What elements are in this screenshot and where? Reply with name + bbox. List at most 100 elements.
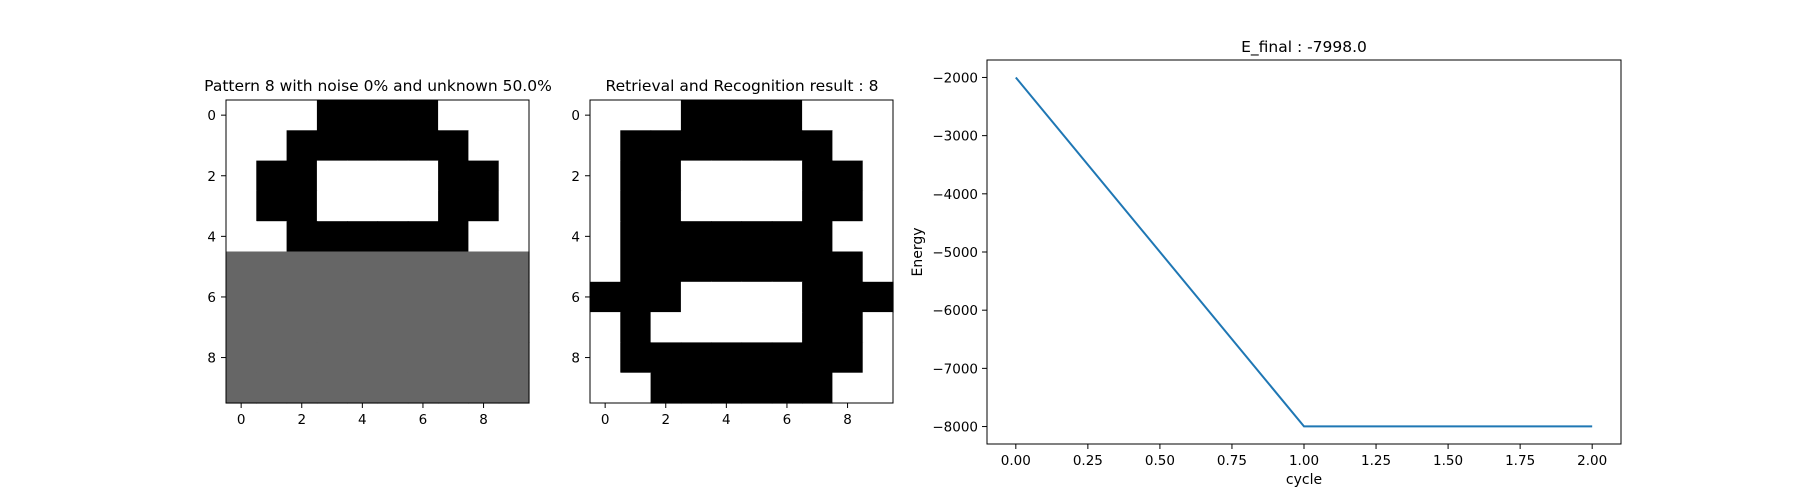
retrieval-result-cell [711, 100, 743, 131]
input-pattern-cell [468, 251, 500, 283]
input-pattern-cell [438, 190, 469, 222]
retrieval-result-cell [680, 342, 712, 374]
input-pattern-title: Pattern 8 with noise 0% and unknown 50.0… [204, 77, 552, 95]
retrieval-result-cell [802, 372, 833, 404]
input-pattern-cell [438, 372, 469, 404]
input-pattern-cell [256, 251, 288, 283]
retrieval-result-cell [620, 312, 652, 343]
retrieval-result-x-tick-label: 8 [843, 412, 852, 428]
input-pattern-cell [286, 160, 318, 192]
input-pattern-cell [347, 160, 379, 192]
input-pattern-cell [468, 221, 500, 253]
retrieval-result-cell [832, 281, 864, 313]
energy-x-tick-label: 1.50 [1433, 453, 1463, 469]
input-pattern-cell [226, 190, 257, 222]
input-pattern-cell [498, 251, 530, 283]
input-pattern-cell [438, 130, 469, 162]
input-pattern-cell [468, 190, 500, 222]
input-pattern-cell [286, 130, 318, 162]
retrieval-result-cell [620, 281, 652, 313]
input-pattern-cell [498, 100, 530, 131]
input-pattern-cell [498, 221, 530, 253]
retrieval-result-cell [832, 130, 864, 162]
retrieval-result-cell [680, 251, 712, 283]
input-pattern-cell [468, 281, 500, 313]
input-pattern-cell [377, 221, 409, 253]
input-pattern-cell [316, 100, 348, 131]
input-pattern-x-tick-label: 8 [479, 412, 488, 428]
input-pattern-y-tick-label: 4 [207, 229, 216, 245]
input-pattern-cell [438, 251, 469, 283]
retrieval-result-x-tick-label: 4 [722, 412, 731, 428]
retrieval-result-cell [771, 372, 803, 404]
retrieval-result-cell [741, 190, 773, 222]
retrieval-result-cell [620, 130, 652, 162]
retrieval-result-cell [590, 281, 621, 313]
input-pattern-y-tick-label: 0 [207, 108, 216, 124]
retrieval-result-cell [862, 312, 894, 343]
input-pattern-cell [286, 372, 318, 404]
input-pattern-cell [347, 130, 379, 162]
input-pattern-cell [256, 342, 288, 374]
input-pattern-cell [377, 372, 409, 404]
retrieval-result-cell [711, 372, 743, 404]
input-pattern-cell [256, 130, 288, 162]
input-pattern-cell [286, 190, 318, 222]
energy-series-line [1015, 76, 1593, 428]
input-pattern-y-tick-label: 2 [207, 169, 216, 185]
input-pattern-cell [377, 251, 409, 283]
retrieval-result-cell [741, 221, 773, 253]
energy-chart-title: E_final : -7998.0 [1241, 38, 1367, 57]
retrieval-result-cell [741, 281, 773, 313]
retrieval-result-cell [680, 130, 712, 162]
input-pattern-x-tick-label: 2 [297, 412, 306, 428]
input-pattern-cell [498, 342, 530, 374]
retrieval-result-cell [771, 312, 803, 343]
input-pattern-cell [226, 100, 257, 131]
input-pattern-cell [347, 251, 379, 283]
input-pattern-cell [407, 160, 439, 192]
input-pattern-cell [377, 130, 409, 162]
input-pattern-cell [438, 281, 469, 313]
input-pattern-panel: Pattern 8 with noise 0% and unknown 50.0… [204, 77, 552, 428]
retrieval-result-cell [832, 342, 864, 374]
input-pattern-cell [316, 372, 348, 404]
energy-x-tick-label: 1.75 [1505, 453, 1535, 469]
input-pattern-cell [438, 312, 469, 343]
input-pattern-cell [438, 342, 469, 374]
input-pattern-cell [468, 130, 500, 162]
energy-chart-ticks: 0.00 0.25 0.50 0.75 1.00 1.25 1.50 1.75 2.00 −200… [932, 70, 1607, 469]
input-pattern-cell [498, 130, 530, 162]
retrieval-result-ticks: 0 2 4 6 8 0 2 4 6 8 [571, 108, 851, 428]
retrieval-result-cell [650, 160, 682, 192]
input-pattern-cell [407, 190, 439, 222]
input-pattern-cell [377, 100, 409, 131]
input-pattern-cell [316, 281, 348, 313]
energy-y-tick-label: −7000 [932, 361, 978, 377]
input-pattern-x-tick-label: 0 [237, 412, 246, 428]
retrieval-result-cell [862, 160, 894, 192]
input-pattern-cell [226, 281, 257, 313]
retrieval-result-cell [711, 190, 743, 222]
input-pattern-cell [286, 251, 318, 283]
retrieval-result-cell [771, 130, 803, 162]
retrieval-result-cell [862, 221, 894, 253]
input-pattern-cell [347, 190, 379, 222]
input-pattern-cell [407, 312, 439, 343]
energy-x-tick-label: 1.00 [1289, 453, 1319, 469]
input-pattern-cell [316, 342, 348, 374]
input-pattern-cell [347, 281, 379, 313]
retrieval-result-cell [741, 160, 773, 192]
retrieval-result-cell [771, 251, 803, 283]
input-pattern-cell [377, 160, 409, 192]
input-pattern-cell [377, 281, 409, 313]
retrieval-result-cell [832, 221, 864, 253]
input-pattern-cell [226, 251, 257, 283]
retrieval-result-cell [590, 251, 621, 283]
retrieval-result-cell [741, 100, 773, 131]
retrieval-result-cell [802, 221, 833, 253]
retrieval-result-cell [771, 100, 803, 131]
input-pattern-cell [256, 372, 288, 404]
input-pattern-cell [347, 100, 379, 131]
retrieval-result-cell [802, 130, 833, 162]
